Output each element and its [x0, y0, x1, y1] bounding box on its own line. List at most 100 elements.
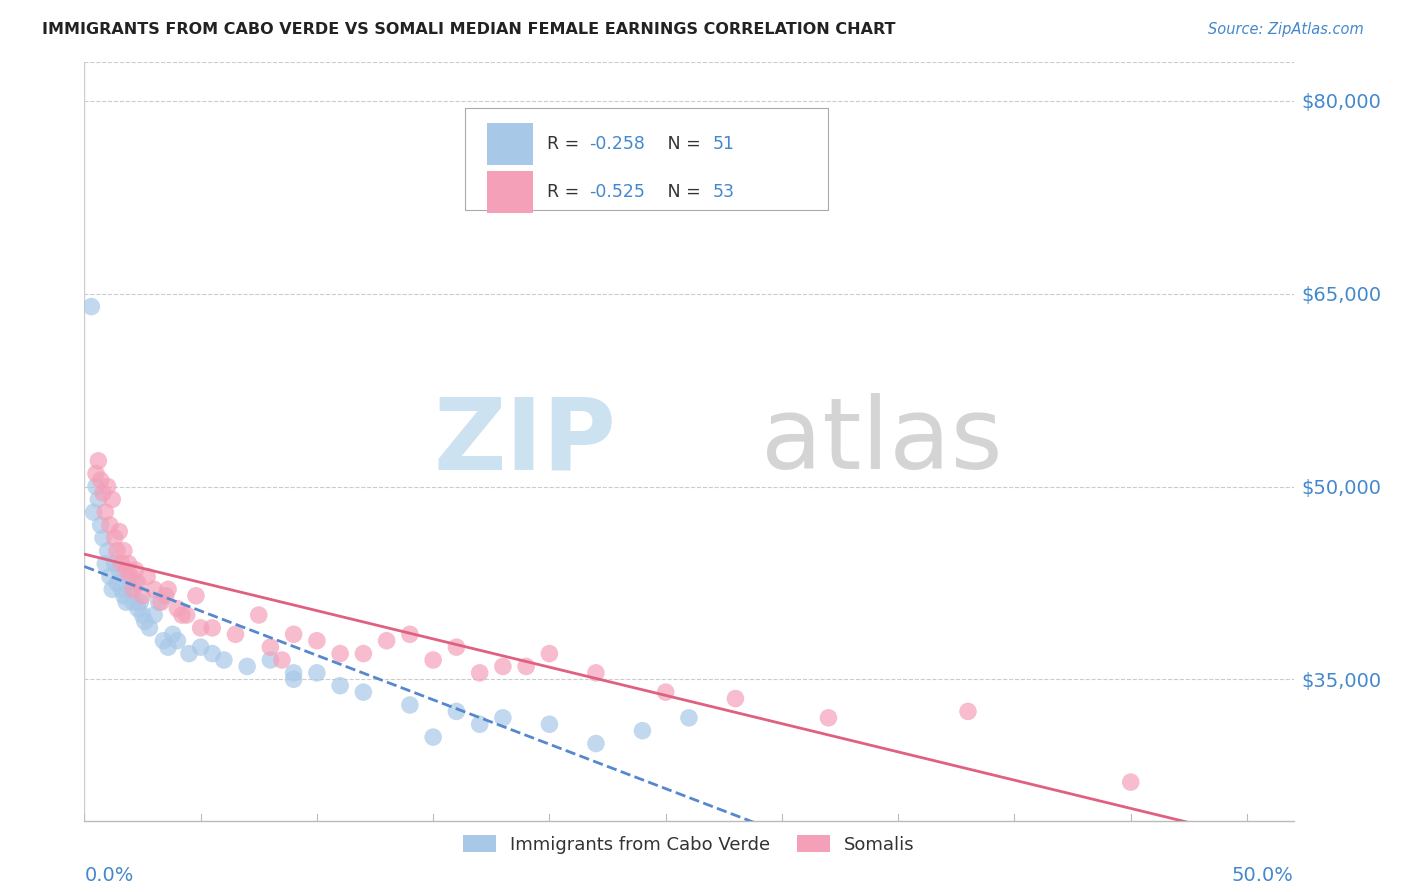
Point — [166, 633, 188, 648]
Point — [112, 543, 135, 558]
Point — [98, 569, 121, 583]
Point — [352, 685, 374, 699]
Point — [190, 621, 212, 635]
Point — [136, 569, 159, 583]
Text: Source: ZipAtlas.com: Source: ZipAtlas.com — [1208, 22, 1364, 37]
Point — [143, 607, 166, 622]
Point — [305, 665, 328, 680]
Text: R =: R = — [547, 183, 585, 201]
Point — [399, 627, 422, 641]
Point — [117, 569, 139, 583]
Point — [468, 717, 491, 731]
Point — [190, 640, 212, 655]
Point — [155, 589, 177, 603]
Point — [105, 575, 128, 590]
Text: R =: R = — [547, 135, 585, 153]
FancyBboxPatch shape — [465, 108, 828, 211]
Legend: Immigrants from Cabo Verde, Somalis: Immigrants from Cabo Verde, Somalis — [456, 828, 922, 861]
Point — [585, 737, 607, 751]
Point — [134, 615, 156, 629]
Point — [127, 575, 149, 590]
Point — [87, 454, 110, 468]
Point — [538, 647, 561, 661]
Point — [492, 711, 515, 725]
Point — [115, 563, 138, 577]
Text: 0.0%: 0.0% — [84, 865, 134, 885]
Point — [117, 557, 139, 571]
Point — [259, 640, 281, 655]
Point — [104, 531, 127, 545]
Point — [115, 595, 138, 609]
Point — [108, 524, 131, 539]
Point — [654, 685, 676, 699]
Point — [329, 679, 352, 693]
Point — [122, 582, 145, 597]
Point — [84, 467, 107, 481]
Point — [108, 563, 131, 577]
Point — [585, 665, 607, 680]
Point — [120, 582, 142, 597]
Point — [127, 601, 149, 615]
Point — [956, 705, 979, 719]
Point — [143, 582, 166, 597]
Point — [110, 557, 132, 571]
Point — [131, 589, 153, 603]
Text: 53: 53 — [713, 183, 735, 201]
Point — [283, 673, 305, 687]
Point — [90, 473, 112, 487]
Point — [446, 640, 468, 655]
Point — [259, 653, 281, 667]
Point — [422, 730, 444, 744]
Point — [201, 647, 224, 661]
Point — [157, 582, 180, 597]
Point — [283, 665, 305, 680]
Point — [631, 723, 654, 738]
Text: N =: N = — [651, 183, 707, 201]
Text: N =: N = — [651, 135, 707, 153]
FancyBboxPatch shape — [486, 123, 533, 165]
Point — [80, 300, 103, 314]
Point — [492, 659, 515, 673]
Point — [225, 627, 247, 641]
Point — [131, 607, 153, 622]
Point — [148, 595, 170, 609]
Point — [515, 659, 537, 673]
Point — [83, 505, 105, 519]
Point — [104, 557, 127, 571]
Point — [184, 589, 207, 603]
Point — [283, 627, 305, 641]
Point — [152, 633, 174, 648]
Point — [138, 621, 160, 635]
Point — [305, 633, 328, 648]
Point — [98, 518, 121, 533]
Point — [247, 607, 270, 622]
Point — [352, 647, 374, 661]
Point — [201, 621, 224, 635]
Point — [124, 563, 146, 577]
Point — [84, 479, 107, 493]
Point — [176, 607, 198, 622]
Text: IMMIGRANTS FROM CABO VERDE VS SOMALI MEDIAN FEMALE EARNINGS CORRELATION CHART: IMMIGRANTS FROM CABO VERDE VS SOMALI MED… — [42, 22, 896, 37]
FancyBboxPatch shape — [486, 171, 533, 212]
Point — [157, 640, 180, 655]
Point — [112, 589, 135, 603]
Point — [678, 711, 700, 725]
Point — [94, 505, 117, 519]
Point — [236, 659, 259, 673]
Point — [399, 698, 422, 712]
Text: -0.258: -0.258 — [589, 135, 645, 153]
Point — [329, 647, 352, 661]
Point — [1119, 775, 1142, 789]
Point — [170, 607, 193, 622]
Point — [101, 492, 124, 507]
Point — [271, 653, 294, 667]
Point — [120, 569, 142, 583]
Text: 51: 51 — [713, 135, 735, 153]
Point — [166, 601, 188, 615]
Point — [91, 486, 114, 500]
Text: atlas: atlas — [762, 393, 1002, 490]
Point — [724, 691, 747, 706]
Text: -0.525: -0.525 — [589, 183, 645, 201]
Point — [87, 492, 110, 507]
Point — [105, 543, 128, 558]
